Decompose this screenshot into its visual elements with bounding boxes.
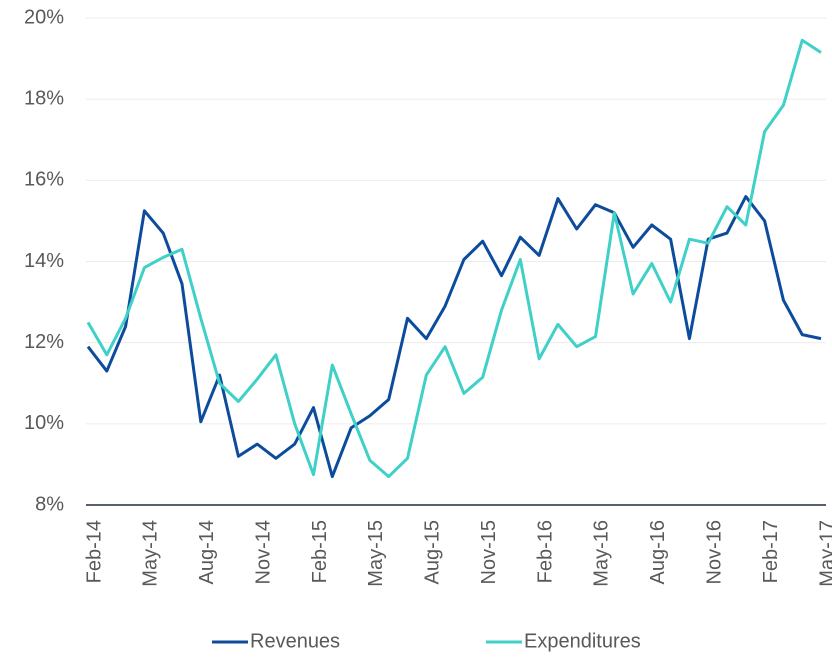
x-tick-label: Feb-14: [83, 520, 105, 583]
x-tick-label: Feb-16: [534, 520, 556, 583]
x-tick-label: Nov-14: [252, 520, 274, 584]
y-tick-label: 20%: [24, 6, 64, 28]
x-tick-label: May-17: [816, 520, 832, 587]
x-tick-label: Feb-15: [309, 520, 331, 583]
x-tick-label: May-15: [365, 520, 387, 587]
y-tick-label: 8%: [35, 493, 64, 515]
x-tick-label: Nov-16: [704, 520, 726, 584]
x-tick-label: Aug-14: [196, 520, 218, 585]
legend-label: Expenditures: [524, 630, 641, 652]
x-tick-label: Aug-16: [647, 520, 669, 585]
y-tick-label: 12%: [24, 331, 64, 353]
y-tick-label: 18%: [24, 87, 64, 109]
y-tick-label: 10%: [24, 412, 64, 434]
y-tick-label: 16%: [24, 169, 64, 191]
series-line: [86, 38, 822, 479]
x-tick-label: Aug-15: [422, 520, 444, 585]
legend-label: Revenues: [250, 630, 340, 652]
x-tick-label: Feb-17: [760, 520, 782, 583]
y-tick-label: 14%: [24, 250, 64, 272]
x-tick-label: May-16: [591, 520, 613, 587]
series-line: [86, 195, 822, 479]
x-tick-label: May-14: [140, 520, 162, 587]
x-tick-label: Nov-15: [478, 520, 500, 584]
